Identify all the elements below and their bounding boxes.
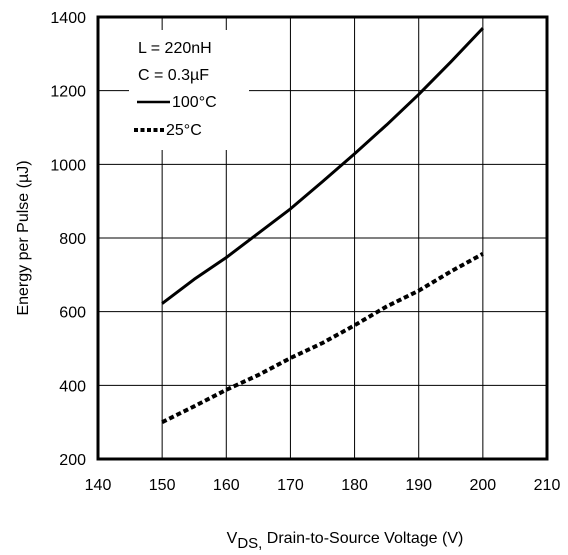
series-line-25c <box>161 252 484 424</box>
x-tick-label: 180 <box>341 477 368 494</box>
y-tick-label: 600 <box>59 305 86 322</box>
series-group <box>161 27 484 424</box>
y-tick-label: 400 <box>59 378 86 395</box>
x-tick-label: 160 <box>213 477 240 494</box>
y-tick-labels: 200 400 600 800 1000 1200 1400 <box>50 10 86 469</box>
x-tick-label: 190 <box>405 477 432 494</box>
x-axis-label-subscript: DS, <box>237 535 262 552</box>
x-axis-label: VDS, Drain-to-Source Voltage (V) <box>227 530 464 552</box>
x-tick-label: 210 <box>534 477 561 494</box>
x-tick-label: 140 <box>85 477 112 494</box>
x-tick-label: 200 <box>470 477 497 494</box>
annotation-inductance: L = 220nH <box>138 40 212 57</box>
y-tick-label: 1000 <box>50 157 86 174</box>
x-tick-labels: 140 150 160 170 180 190 200 210 <box>85 477 561 494</box>
x-axis-label-main: V <box>227 530 238 547</box>
legend-label-100c: 100°C <box>172 94 217 111</box>
series-line-100c <box>161 27 484 305</box>
y-axis-label: Energy per Pulse (µJ) <box>15 160 32 315</box>
x-tick-label: 170 <box>277 477 304 494</box>
y-tick-label: 1200 <box>50 84 86 101</box>
y-tick-label: 800 <box>59 231 86 248</box>
x-axis-label-rest: Drain-to-Source Voltage (V) <box>262 530 463 547</box>
y-tick-label: 200 <box>59 452 86 469</box>
legend-label-25c: 25°C <box>166 122 202 139</box>
plot-frame <box>96 15 549 461</box>
y-tick-label: 1400 <box>50 10 86 27</box>
annotation-capacitance: C = 0.3µF <box>138 67 209 84</box>
x-tick-label: 150 <box>149 477 176 494</box>
